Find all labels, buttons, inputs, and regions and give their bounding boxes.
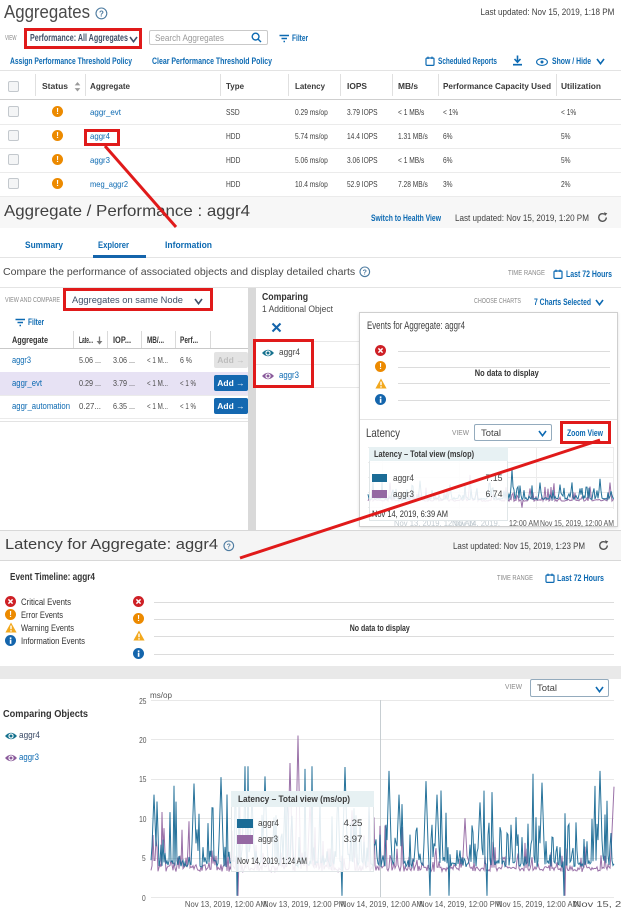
svg-text:?: ? bbox=[227, 543, 231, 550]
svg-text:?: ? bbox=[99, 9, 104, 18]
svg-text:?: ? bbox=[363, 269, 367, 276]
